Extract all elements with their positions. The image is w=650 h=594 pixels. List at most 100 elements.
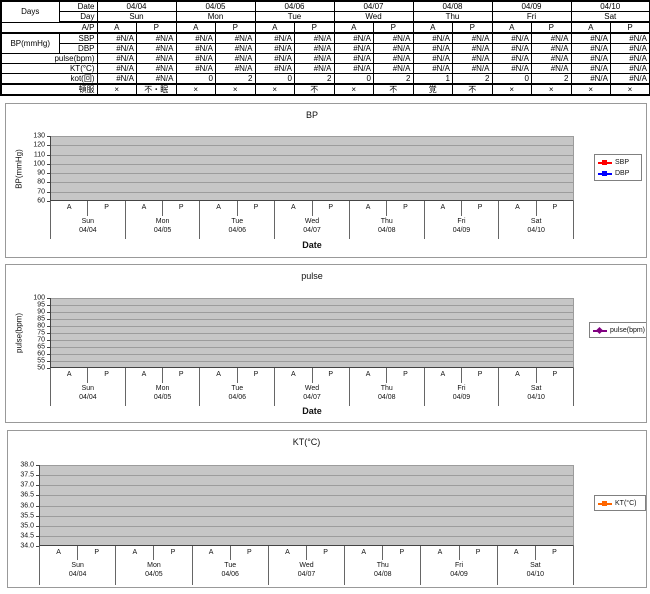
ap-header-cell[interactable]: A (570, 21, 611, 34)
day-header-cell[interactable]: Tue (254, 11, 335, 23)
kt-value-cell[interactable]: #N/A (136, 63, 177, 74)
tonpuku-value-cell[interactable]: × (333, 83, 374, 96)
ap-header-cell[interactable]: P (136, 21, 177, 34)
ap-header-cell[interactable]: P (294, 21, 335, 34)
dbp-value-cell[interactable]: #N/A (215, 43, 256, 54)
day-header-cell[interactable]: Sun (96, 11, 177, 23)
ap-header-cell[interactable]: A (491, 21, 532, 34)
tonpuku-value-cell[interactable]: × (96, 83, 137, 96)
kot-value-cell[interactable]: 0 (175, 73, 216, 85)
ap-header-cell[interactable]: P (373, 21, 414, 34)
kt-value-cell[interactable]: #N/A (215, 63, 256, 74)
kot-value-cell[interactable]: 0 (254, 73, 295, 85)
dbp-value-cell[interactable]: #N/A (294, 43, 335, 54)
kot-row-label[interactable]: kot(回) (0, 73, 98, 85)
sbp-value-cell[interactable]: #N/A (412, 32, 453, 44)
kt-value-cell[interactable]: #N/A (452, 63, 493, 74)
tonpuku-value-cell[interactable]: × (570, 83, 611, 96)
ap-header-cell[interactable]: A (96, 21, 137, 34)
date-header-cell[interactable]: 04/10 (570, 0, 650, 12)
kot-value-cell[interactable]: #N/A (96, 73, 137, 85)
ap-header-cell[interactable]: P (531, 21, 572, 34)
day-row-label[interactable]: Day (58, 11, 98, 23)
ap-header-cell[interactable]: P (452, 21, 493, 34)
sbp-value-cell[interactable]: #N/A (333, 32, 374, 44)
pulse-chart[interactable]: pulse pulse(bpm) 100 95 90 85 80 75 70 65 60 55 50 A P… (5, 264, 647, 423)
day-header-cell[interactable]: Fri (491, 11, 572, 23)
date-header-cell[interactable]: 04/07 (333, 0, 414, 12)
kot-value-cell[interactable]: 0 (491, 73, 532, 85)
sbp-value-cell[interactable]: #N/A (215, 32, 256, 44)
dbp-value-cell[interactable]: #N/A (452, 43, 493, 54)
dbp-value-cell[interactable]: #N/A (175, 43, 216, 54)
sbp-value-cell[interactable]: #N/A (570, 32, 611, 44)
tonpuku-value-cell[interactable]: × (254, 83, 295, 96)
dbp-value-cell[interactable]: #N/A (610, 43, 650, 54)
kot-value-cell[interactable]: 1 (412, 73, 453, 85)
kot-value-cell[interactable]: #N/A (570, 73, 611, 85)
pulse-value-cell[interactable]: #N/A (96, 53, 137, 64)
kot-value-cell[interactable]: #N/A (136, 73, 177, 85)
pulse-value-cell[interactable]: #N/A (373, 53, 414, 64)
date-header-cell[interactable]: 04/06 (254, 0, 335, 12)
dbp-value-cell[interactable]: #N/A (254, 43, 295, 54)
kot-value-cell[interactable]: 2 (452, 73, 493, 85)
ap-header-cell[interactable]: P (610, 21, 650, 34)
ap-row-label[interactable]: A/P (0, 21, 98, 34)
tonpuku-value-cell[interactable]: 不 (294, 83, 335, 96)
pulse-value-cell[interactable]: #N/A (136, 53, 177, 64)
kot-value-cell[interactable]: 2 (294, 73, 335, 85)
sbp-value-cell[interactable]: #N/A (136, 32, 177, 44)
kt-value-cell[interactable]: #N/A (333, 63, 374, 74)
kt-value-cell[interactable]: #N/A (373, 63, 414, 74)
kt-value-cell[interactable]: #N/A (570, 63, 611, 74)
sbp-value-cell[interactable]: #N/A (610, 32, 650, 44)
date-row-label[interactable]: Date (58, 0, 98, 12)
pulse-value-cell[interactable]: #N/A (175, 53, 216, 64)
kt-chart[interactable]: KT(°C) 38.0 37.5 37.0 36.5 36.0 35.5 35.0 34.5 34… (7, 430, 647, 588)
pulse-value-cell[interactable]: #N/A (531, 53, 572, 64)
ap-header-cell[interactable]: A (412, 21, 453, 34)
kot-value-cell[interactable]: 0 (333, 73, 374, 85)
sbp-value-cell[interactable]: #N/A (452, 32, 493, 44)
kt-value-cell[interactable]: #N/A (412, 63, 453, 74)
kt-value-cell[interactable]: #N/A (96, 63, 137, 74)
ap-header-cell[interactable]: P (215, 21, 256, 34)
kt-value-cell[interactable]: #N/A (610, 63, 650, 74)
kot-value-cell[interactable]: 2 (215, 73, 256, 85)
bp-chart[interactable]: BP BP(mmHg) 130 120 110 100 90 80 70 60 A P A P A P A P A P… (5, 103, 647, 258)
kot-value-cell[interactable]: 2 (373, 73, 414, 85)
sbp-value-cell[interactable]: #N/A (254, 32, 295, 44)
kot-value-cell[interactable]: 2 (531, 73, 572, 85)
tonpuku-value-cell[interactable]: × (175, 83, 216, 96)
sbp-row-label[interactable]: SBP (58, 32, 98, 44)
kt-value-cell[interactable]: #N/A (254, 63, 295, 74)
kt-value-cell[interactable]: #N/A (531, 63, 572, 74)
tonpuku-value-cell[interactable]: × (610, 83, 650, 96)
dbp-value-cell[interactable]: #N/A (96, 43, 137, 54)
dbp-row-label[interactable]: DBP (58, 43, 98, 54)
tonpuku-value-cell[interactable]: × (215, 83, 256, 96)
dbp-value-cell[interactable]: #N/A (412, 43, 453, 54)
pulse-value-cell[interactable]: #N/A (215, 53, 256, 64)
kt-value-cell[interactable]: #N/A (491, 63, 532, 74)
tonpuku-value-cell[interactable]: 不 (373, 83, 414, 96)
pulse-value-cell[interactable]: #N/A (294, 53, 335, 64)
pulse-value-cell[interactable]: #N/A (333, 53, 374, 64)
ap-header-cell[interactable]: A (254, 21, 295, 34)
pulse-value-cell[interactable]: #N/A (452, 53, 493, 64)
ap-header-cell[interactable]: A (333, 21, 374, 34)
date-header-cell[interactable]: 04/08 (412, 0, 493, 12)
sbp-value-cell[interactable]: #N/A (491, 32, 532, 44)
dbp-value-cell[interactable]: #N/A (333, 43, 374, 54)
corner-days-label[interactable]: Days (0, 0, 60, 23)
kot-value-cell[interactable]: #N/A (610, 73, 650, 85)
pulse-value-cell[interactable]: #N/A (610, 53, 650, 64)
sbp-value-cell[interactable]: #N/A (531, 32, 572, 44)
tonpuku-value-cell[interactable]: 不・眠 (136, 83, 177, 96)
kt-row-label[interactable]: KT(°C) (0, 63, 98, 74)
tonpuku-value-cell[interactable]: 覚 (412, 83, 453, 96)
pulse-value-cell[interactable]: #N/A (570, 53, 611, 64)
date-header-cell[interactable]: 04/09 (491, 0, 572, 12)
dbp-value-cell[interactable]: #N/A (531, 43, 572, 54)
